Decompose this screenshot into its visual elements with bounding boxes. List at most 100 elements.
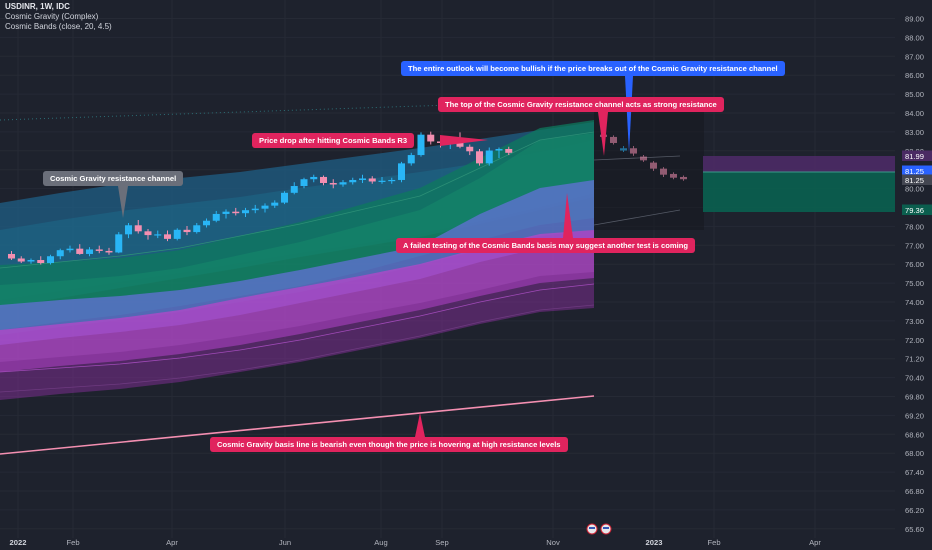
candle-body [456,141,464,147]
candle [86,247,93,257]
callout-failed-test: A failed testing of the Cosmic Bands bas… [396,238,695,253]
basis-line-pointer [415,413,425,437]
callout-bullish-outlook: The entire outlook will become bullish i… [401,61,785,76]
candle-body [495,149,503,151]
y-tick-label: 83.00 [905,128,924,137]
us-flag-icon [586,523,598,535]
candle-body [290,186,298,193]
y-tick-label: 73.00 [905,317,924,326]
candle [76,244,84,255]
candle-body [17,258,25,262]
y-tick-label: 69.80 [905,393,924,402]
candle-body [37,260,45,264]
failed-test-pointer [563,193,573,238]
candle [427,131,435,145]
candle-body [251,208,259,211]
indicator-bands-label[interactable]: Cosmic Bands (close, 20, 4.5) [5,22,112,31]
candle [407,152,415,166]
callout-price-drop: Price drop after hitting Cosmic Bands R3 [252,133,415,148]
candle-body [670,173,677,178]
y-tick-label: 89.00 [905,15,924,24]
x-tick-label: Sep [435,538,449,547]
indicator-gravity-label[interactable]: Cosmic Gravity (Complex) [5,12,99,21]
candle-body [212,213,220,221]
candle [95,245,103,254]
candle [56,248,64,260]
candle-body [144,231,152,236]
candle-body [105,250,113,253]
candle [27,258,35,264]
candle [134,219,142,234]
callout-resistance-channel: Cosmic Gravity resistance channel [43,171,184,186]
candle [310,174,318,183]
resistance-channel-pointer [118,186,128,218]
candle-body [329,182,337,185]
candle [378,176,386,184]
upper-band-line [0,131,595,269]
y-tick-label: 80.00 [905,185,924,194]
candle [466,144,474,156]
candle-body [466,146,474,152]
candle [485,147,493,166]
candle-body [261,205,269,209]
candle [164,230,171,242]
price-badge-bg [902,165,932,176]
candle-body [680,176,687,180]
candle-body [95,249,103,251]
candle [203,218,210,228]
y-tick-label: 67.40 [905,468,924,477]
candle-body [398,163,405,180]
candle-body [310,176,318,180]
x-tick-label: Apr [809,538,821,547]
candle-body [660,168,667,175]
x-tick-label: Feb [707,538,720,547]
forecast-zone-green [703,172,895,212]
candle [660,167,667,177]
x-tick-label: Nov [546,538,560,547]
candle [417,132,425,157]
y-tick-label: 66.20 [905,506,924,515]
candle [680,175,687,181]
forecast-zone-purple [703,156,895,172]
candle [125,223,132,239]
x-tick-label: 2023 [646,538,663,547]
candle [105,247,113,255]
price-badge-bg [902,204,932,215]
gravity-basis-line [0,395,595,455]
candle-body [320,176,327,183]
candle-body [173,229,181,239]
y-tick-label: 85.00 [905,90,924,99]
forecast-shade [594,100,704,230]
price-badge-bg [902,174,932,185]
candle-body [427,134,435,142]
candle [620,146,627,153]
candle [670,172,677,180]
candle [183,226,191,236]
candle [476,149,483,166]
us-flag-stripe [603,527,609,529]
candle-body [610,136,617,143]
candle-body [203,220,210,226]
candle [388,177,396,184]
candle [242,207,249,217]
candle [222,209,230,219]
candle-body [164,234,171,239]
chart-legend: USDINR, 1W, IDC Cosmic Gravity (Complex)… [5,2,112,32]
price-badge-label: 81.99 [905,152,924,161]
y-tick-label: 76.00 [905,260,924,269]
y-tick-label: 72.00 [905,336,924,345]
candle-body [300,179,308,187]
candle [173,228,181,241]
candle [8,250,15,261]
candle-body [407,155,415,164]
candle [630,146,637,156]
x-tick-label: Apr [166,538,178,547]
candle [144,229,152,240]
candle [320,175,327,186]
candle [349,177,357,185]
candle [650,161,657,171]
y-tick-label: 68.00 [905,449,924,458]
channel-top-pointer [598,112,608,156]
cosmic-bands-lower-purple [0,272,594,400]
